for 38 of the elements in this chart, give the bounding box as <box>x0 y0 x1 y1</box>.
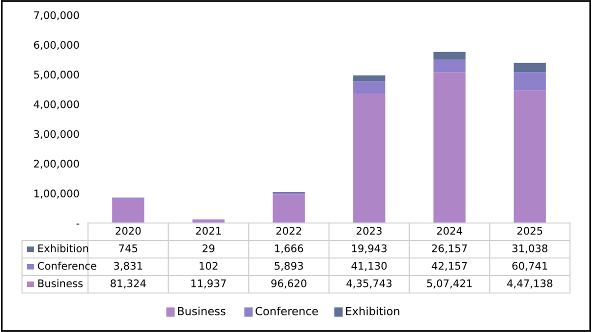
x-tick-label: 2023 <box>356 226 382 235</box>
x-tick-label: 2020 <box>116 226 141 235</box>
y-tick-label: 4,00,000 <box>34 100 79 110</box>
data-label: 4,47,138 <box>507 279 552 288</box>
data-label: 5,893 <box>274 262 303 271</box>
text: Exhibition <box>346 306 400 316</box>
data-label: 19,943 <box>352 244 387 254</box>
legend-label: Business <box>38 279 83 288</box>
data-label: 1,666 <box>275 244 304 254</box>
x-tick-label: 2021 <box>196 226 221 235</box>
y-tick-label: 6,00,000 <box>34 40 79 50</box>
y-tick-label: 3,00,000 <box>34 130 79 140</box>
data-label: 4,35,743 <box>346 279 392 288</box>
data-label: 31,038 <box>512 244 548 254</box>
data-label: 29 <box>202 244 214 252</box>
y-tick-label: 1,00,000 <box>34 190 79 198</box>
y-tick-label: - <box>76 224 80 225</box>
legend-label: Conference <box>38 262 96 270</box>
data-label: 41,130 <box>351 262 387 271</box>
x-tick-label: 2025 <box>517 226 542 235</box>
data-label: 60,741 <box>512 262 548 271</box>
text: Conference <box>256 306 318 316</box>
y-tick-label: 7,00,000 <box>34 11 79 20</box>
y-tick-label: 2,00,000 <box>34 160 79 169</box>
text: Business <box>178 306 226 316</box>
data-label: 5,07,421 <box>427 279 472 288</box>
data-label: 96,620 <box>271 279 306 288</box>
data-label: 745 <box>119 244 138 252</box>
y-tick-label: 5,00,000 <box>34 70 79 80</box>
data-label: 3,831 <box>114 262 142 271</box>
x-tick-label: 2024 <box>437 226 462 235</box>
legend-label: Exhibition <box>38 244 88 252</box>
data-label: 81,324 <box>110 279 146 288</box>
data-label: 11,937 <box>191 279 226 288</box>
data-label: 26,157 <box>432 244 467 254</box>
data-label: 42,157 <box>432 262 467 271</box>
data-label: 102 <box>200 262 218 270</box>
x-tick-label: 2022 <box>276 226 302 235</box>
